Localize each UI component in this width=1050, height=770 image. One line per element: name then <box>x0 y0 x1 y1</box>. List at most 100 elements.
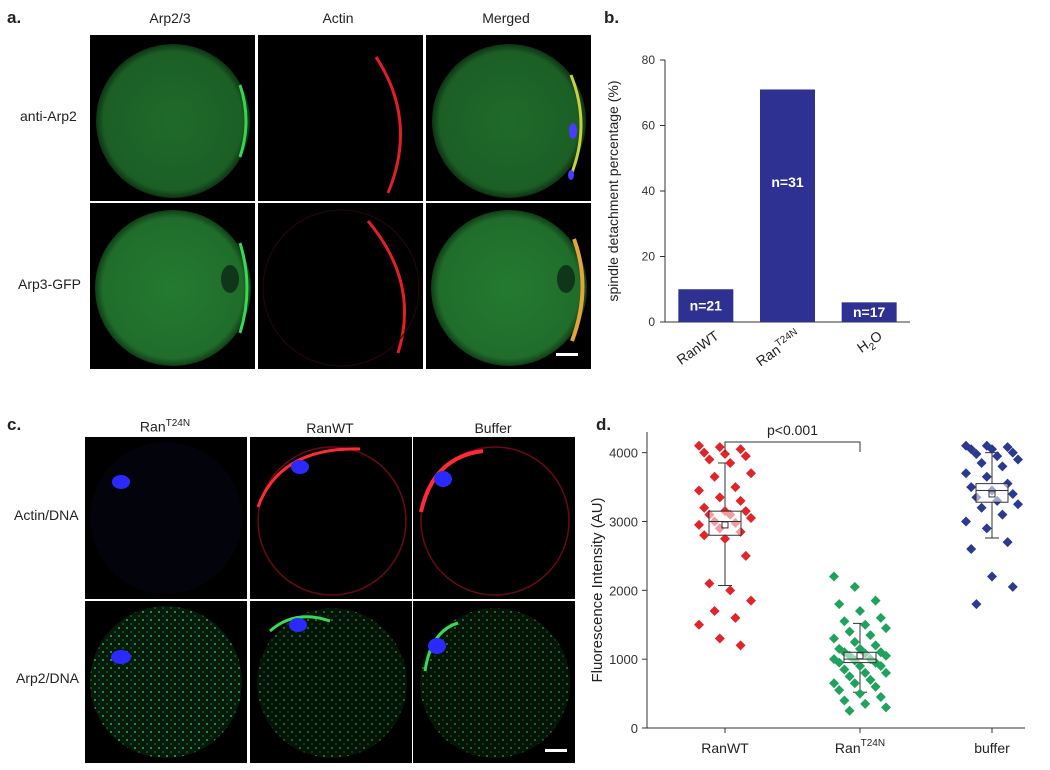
d-point-0-25 <box>699 530 710 541</box>
d-mean-1 <box>856 652 864 660</box>
d-point-0-12 <box>714 492 725 503</box>
d-point-1-4 <box>855 605 865 616</box>
d-mean-0 <box>721 521 729 529</box>
micrograph-a-merged-arp3gfp <box>426 203 591 369</box>
d-point-1-6 <box>839 616 850 627</box>
panel-c-col-title-1: RanT24N <box>139 418 191 435</box>
d-point-1-10 <box>865 630 876 641</box>
d-category-label-1: RanT24N <box>835 738 885 756</box>
panel-c-col-title-2: RanWT <box>306 420 354 436</box>
d-point-0-11 <box>694 485 704 496</box>
d-point-1-0 <box>829 571 839 582</box>
b-bar-label-1: n=31 <box>771 174 804 190</box>
d-point-2-5 <box>1007 447 1018 458</box>
d-point-0-2 <box>735 444 746 455</box>
d-point-2-3 <box>966 444 977 455</box>
d-point-2-7 <box>992 451 1003 462</box>
d-point-1-14 <box>834 643 845 654</box>
d-point-1-13 <box>870 640 881 651</box>
panel-a-col-title-2: Actin <box>322 10 354 26</box>
panel-d-letter: d. <box>596 415 612 434</box>
b-ytick-label-0: 0 <box>648 315 655 329</box>
b-category-label-1: RanT24N <box>752 327 803 370</box>
d-point-1-37 <box>855 688 865 699</box>
d-point-0-16 <box>740 506 751 517</box>
d-point-1-34 <box>849 678 860 689</box>
d-point-2-20 <box>976 502 987 513</box>
d-point-1-8 <box>881 623 891 634</box>
d-ytick-label-0: 0 <box>631 721 638 736</box>
d-point-2-24 <box>1002 537 1013 548</box>
d-mean-2 <box>988 490 996 498</box>
d-point-2-28 <box>971 599 982 610</box>
b-ytick-label-1: 20 <box>642 250 656 264</box>
panel-a-col-title-3: Merged <box>482 10 530 26</box>
d-point-1-38 <box>875 692 886 703</box>
d-point-2-25 <box>966 544 977 555</box>
d-ylabel: Fluorescence Intensity (AU) <box>589 497 606 682</box>
micrograph-a-actin-antiarp2 <box>258 35 423 201</box>
micrograph-a-arp23-arp3gfp <box>90 203 255 369</box>
d-point-0-7 <box>725 457 736 468</box>
d-point-0-33 <box>694 619 704 630</box>
b-bar-label-2: n=17 <box>853 304 886 320</box>
d-point-1-2 <box>870 595 881 606</box>
d-category-label-0: RanWT <box>701 740 749 756</box>
d-point-1-35 <box>870 681 881 692</box>
micrograph-a-merged-antiarp2 <box>426 35 591 201</box>
scale-bar-c <box>545 749 567 752</box>
d-point-1-11 <box>829 633 839 644</box>
d-point-1-39 <box>839 695 850 706</box>
panel-c-row-label-2: Arp2/DNA <box>16 670 80 686</box>
b-category-label-2: H2O <box>854 327 887 359</box>
micrograph-c-arp2-buffer <box>413 601 575 763</box>
d-point-1-5 <box>875 612 886 623</box>
d-point-2-9 <box>976 457 987 468</box>
d-point-1-32 <box>865 674 876 685</box>
panel-c-letter: c. <box>7 415 22 434</box>
d-point-1-40 <box>860 698 871 709</box>
d-point-0-5 <box>740 451 751 462</box>
d-significance-bracket <box>724 441 861 452</box>
d-point-0-10 <box>730 482 741 493</box>
micrograph-c-actin-rant24n <box>85 437 247 599</box>
b-bar-label-0: n=21 <box>690 298 723 314</box>
d-point-1-26 <box>855 661 865 672</box>
d-box-0 <box>708 510 742 536</box>
d-point-0-30 <box>746 595 756 606</box>
bar-chart-b: 0 20 40 60 80 spindle detachment percentage (… <box>600 30 920 380</box>
panel-a-letter: a. <box>7 8 22 27</box>
d-point-2-21 <box>997 509 1008 520</box>
b-bar-2 <box>841 302 897 322</box>
d-point-0-35 <box>735 640 746 651</box>
d-ytick-label-2: 2000 <box>609 583 638 598</box>
b-ytick-label-2: 40 <box>642 184 656 198</box>
panel-a-row-label-2: Arp3-GFP <box>18 276 82 292</box>
micrograph-a-arp23-antiarp2 <box>90 35 255 201</box>
b-bar-0 <box>678 289 734 322</box>
b-bar-1 <box>760 89 815 322</box>
d-point-1-12 <box>849 636 860 647</box>
d-ytick-label-1: 1000 <box>609 652 638 667</box>
d-point-2-22 <box>961 516 971 527</box>
d-point-2-10 <box>997 461 1008 472</box>
d-point-1-9 <box>844 626 855 637</box>
d-point-2-4 <box>987 444 997 455</box>
d-point-0-8 <box>746 468 756 479</box>
micrograph-c-actin-ranwt <box>250 437 412 599</box>
micrograph-c-arp2-ranwt <box>250 601 412 763</box>
d-point-2-12 <box>981 471 992 482</box>
d-point-2-19 <box>1013 499 1023 510</box>
panel-b-letter: b. <box>604 8 620 27</box>
d-point-0-34 <box>714 633 725 644</box>
d-point-1-3 <box>834 599 845 610</box>
d-point-2-0 <box>961 440 971 451</box>
d-point-1-1 <box>849 581 860 592</box>
d-point-0-6 <box>704 454 715 465</box>
d-point-2-6 <box>971 449 982 460</box>
panel-a-row-label-1: anti-Arp2 <box>20 108 77 124</box>
d-point-1-15 <box>855 643 865 654</box>
d-point-1-36 <box>834 685 845 696</box>
d-point-0-32 <box>730 612 741 623</box>
d-point-1-29 <box>860 667 871 678</box>
